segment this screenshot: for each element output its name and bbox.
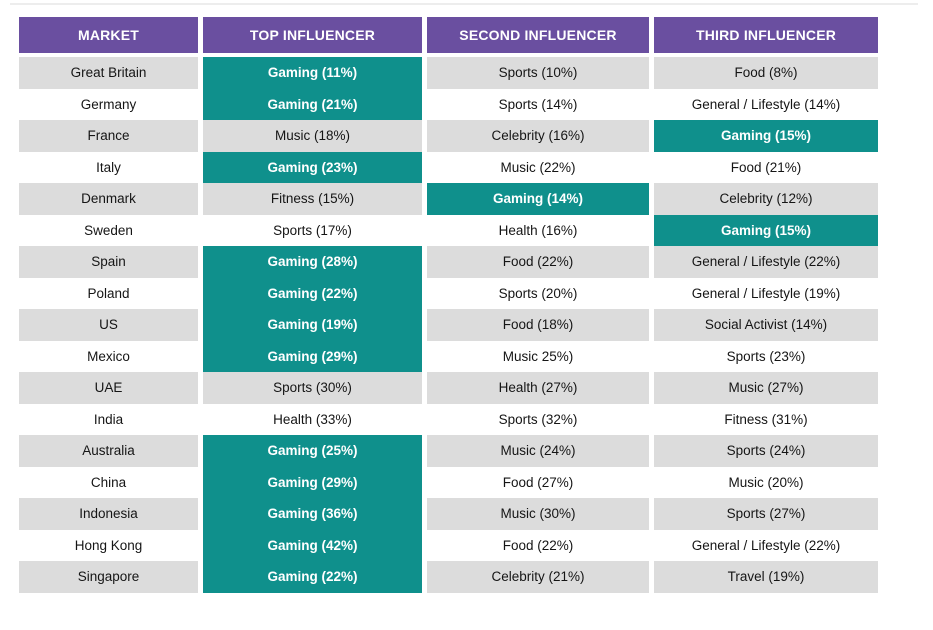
table-row: India Health (33%) Sports (32%) Fitness (31… (19, 403, 878, 435)
table-row: Poland Gaming (22%) Sports (20%) General / … (19, 277, 878, 309)
table-row: France Music (18%) Celebrity (16%) Gaming (… (19, 120, 878, 152)
influencer-cell-highlighted: Gaming (11%) (203, 57, 422, 89)
table-row: Spain Gaming (28%) Food (22%) General / Lif… (19, 246, 878, 278)
influencer-cell: Music 25%) (427, 340, 649, 372)
influencer-cell: Sports (27%) (654, 498, 878, 530)
header-cell-third-influencer: THIRD INFLUENCER (654, 17, 878, 53)
influencer-cell: Sports (23%) (654, 340, 878, 372)
influencer-cell-highlighted: Gaming (29%) (203, 466, 422, 498)
market-cell: China (19, 466, 198, 498)
market-cell: Poland (19, 277, 198, 309)
header-cell-second-influencer: SECOND INFLUENCER (427, 17, 649, 53)
table-row: UAE Sports (30%) Health (27%) Music (27%) (19, 372, 878, 404)
influencer-cell-highlighted: Gaming (36%) (203, 498, 422, 530)
market-cell: Denmark (19, 183, 198, 215)
market-cell: Mexico (19, 340, 198, 372)
table-row: Hong Kong Gaming (42%) Food (22%) General /… (19, 529, 878, 561)
influencer-cell: General / Lifestyle (14%) (654, 88, 878, 120)
table-row: Indonesia Gaming (36%) Music (30%) Sports (… (19, 498, 878, 530)
market-cell: Great Britain (19, 57, 198, 89)
market-cell: Indonesia (19, 498, 198, 530)
influencer-cell: Food (18%) (427, 309, 649, 341)
influencer-market-table: MARKET TOP INFLUENCER SECOND INFLUENCER … (19, 17, 878, 593)
influencer-cell-highlighted: Gaming (15%) (654, 214, 878, 246)
influencer-cell: Sports (20%) (427, 277, 649, 309)
influencer-cell: Food (22%) (427, 529, 649, 561)
influencer-cell: Food (21%) (654, 151, 878, 183)
influencer-cell: Celebrity (12%) (654, 183, 878, 215)
influencer-cell: Health (33%) (203, 403, 422, 435)
influencer-cell: Food (27%) (427, 466, 649, 498)
table-row: Mexico Gaming (29%) Music 25%) Sports (23%) (19, 340, 878, 372)
market-cell: Germany (19, 88, 198, 120)
table-row: Australia Gaming (25%) Music (24%) Sports (… (19, 435, 878, 467)
influencer-cell: Music (27%) (654, 372, 878, 404)
influencer-cell: Celebrity (21%) (427, 561, 649, 593)
table-row: Italy Gaming (23%) Music (22%) Food (21%) (19, 151, 878, 183)
header-cell-market: MARKET (19, 17, 198, 53)
table-row: Sweden Sports (17%) Health (16%) Gaming (15… (19, 214, 878, 246)
market-cell: India (19, 403, 198, 435)
market-cell: Hong Kong (19, 529, 198, 561)
influencer-cell: Travel (19%) (654, 561, 878, 593)
influencer-cell-highlighted: Gaming (19%) (203, 309, 422, 341)
influencer-cell: Music (18%) (203, 120, 422, 152)
influencer-cell: Food (22%) (427, 246, 649, 278)
table-row: China Gaming (29%) Food (27%) Music (20%) (19, 466, 878, 498)
influencer-cell-highlighted: Gaming (25%) (203, 435, 422, 467)
influencer-cell: Sports (24%) (654, 435, 878, 467)
header-cell-top-influencer: TOP INFLUENCER (203, 17, 422, 53)
influencer-cell-highlighted: Gaming (28%) (203, 246, 422, 278)
influencer-cell: Music (30%) (427, 498, 649, 530)
influencer-cell: General / Lifestyle (22%) (654, 529, 878, 561)
market-cell: US (19, 309, 198, 341)
market-cell: Australia (19, 435, 198, 467)
influencer-cell: Fitness (31%) (654, 403, 878, 435)
influencer-cell: General / Lifestyle (19%) (654, 277, 878, 309)
table-row: Singapore Gaming (22%) Celebrity (21%) Trav… (19, 561, 878, 593)
influencer-cell: Music (20%) (654, 466, 878, 498)
influencer-cell: Music (24%) (427, 435, 649, 467)
table-row: US Gaming (19%) Food (18%) Social Activist … (19, 309, 878, 341)
influencer-cell: Social Activist (14%) (654, 309, 878, 341)
influencer-cell: Health (16%) (427, 214, 649, 246)
influencer-cell: Sports (32%) (427, 403, 649, 435)
table-header-row: MARKET TOP INFLUENCER SECOND INFLUENCER … (19, 17, 878, 53)
market-cell: UAE (19, 372, 198, 404)
influencer-cell: Health (27%) (427, 372, 649, 404)
influencer-cell: General / Lifestyle (22%) (654, 246, 878, 278)
influencer-cell: Food (8%) (654, 57, 878, 89)
influencer-cell: Sports (10%) (427, 57, 649, 89)
influencer-cell-highlighted: Gaming (23%) (203, 151, 422, 183)
influencer-cell: Sports (30%) (203, 372, 422, 404)
market-cell: Spain (19, 246, 198, 278)
table-row: Denmark Fitness (15%) Gaming (14%) Celebrit… (19, 183, 878, 215)
influencer-cell: Music (22%) (427, 151, 649, 183)
influencer-cell: Celebrity (16%) (427, 120, 649, 152)
market-cell: France (19, 120, 198, 152)
influencer-cell: Fitness (15%) (203, 183, 422, 215)
influencer-cell-highlighted: Gaming (29%) (203, 340, 422, 372)
influencer-cell-highlighted: Gaming (15%) (654, 120, 878, 152)
market-cell: Sweden (19, 214, 198, 246)
influencer-cell-highlighted: Gaming (14%) (427, 183, 649, 215)
influencer-cell: Sports (17%) (203, 214, 422, 246)
page-top-divider (10, 3, 918, 5)
table-body: Great Britain Gaming (11%) Sports (10%) Foo… (19, 57, 878, 593)
influencer-cell: Sports (14%) (427, 88, 649, 120)
table-row: Germany Gaming (21%) Sports (14%) General /… (19, 88, 878, 120)
influencer-cell-highlighted: Gaming (42%) (203, 529, 422, 561)
influencer-cell-highlighted: Gaming (22%) (203, 561, 422, 593)
influencer-cell-highlighted: Gaming (21%) (203, 88, 422, 120)
influencer-cell-highlighted: Gaming (22%) (203, 277, 422, 309)
market-cell: Italy (19, 151, 198, 183)
market-cell: Singapore (19, 561, 198, 593)
table-row: Great Britain Gaming (11%) Sports (10%) Foo… (19, 57, 878, 89)
